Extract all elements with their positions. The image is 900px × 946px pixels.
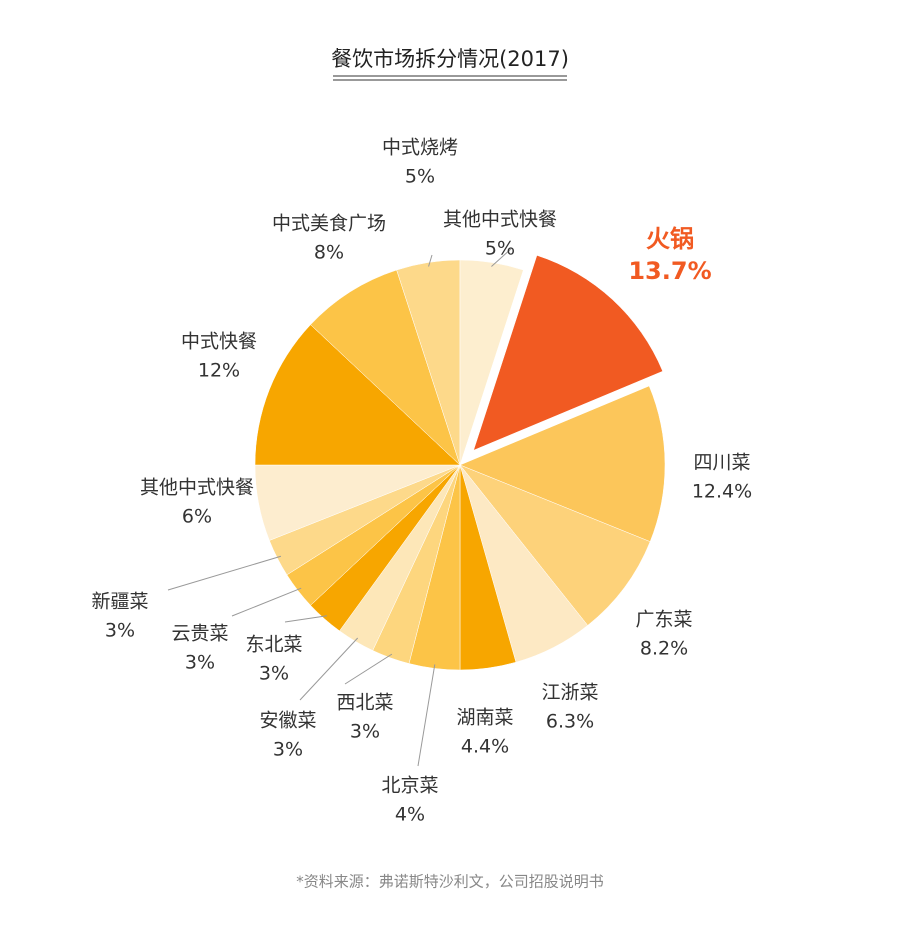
value-label: 5% <box>405 166 435 188</box>
leader-line <box>417 664 436 767</box>
slice-label: 中式烧烤 <box>382 137 458 159</box>
pie-slice <box>310 269 461 466</box>
slice-label: 新疆菜 <box>91 591 148 613</box>
slice-label: 其他中式快餐 <box>443 209 557 231</box>
pie-slice <box>459 385 666 542</box>
value-label: 3% <box>185 652 215 674</box>
slice-label: 中式美食广场 <box>272 213 386 235</box>
value-label: 4% <box>395 804 425 826</box>
value-label: 12% <box>198 360 240 382</box>
slice-label: 云贵菜 <box>171 623 228 645</box>
slice-label: 安徽菜 <box>259 710 316 732</box>
value-label: 3% <box>259 663 289 685</box>
leader-line <box>231 587 302 617</box>
leader-line <box>491 247 513 267</box>
slice-label: 四川菜 <box>693 452 750 474</box>
pie-slice <box>254 324 461 466</box>
source-note: *资料来源：弗诺斯特沙利文，公司招股说明书 <box>296 873 604 891</box>
value-label: 5% <box>485 238 515 260</box>
pie-slice <box>473 255 664 451</box>
slice-label: 东北菜 <box>245 634 302 656</box>
value-label: 4.4% <box>461 736 509 758</box>
value-label: 6.3% <box>546 711 594 733</box>
value-label: 3% <box>350 721 380 743</box>
slice-label: 广东菜 <box>635 609 692 631</box>
value-label: 13.7% <box>628 257 711 285</box>
value-label: 12.4% <box>692 481 752 503</box>
leader-line <box>167 555 282 591</box>
slice-label: 其他中式快餐 <box>140 477 254 499</box>
slice-label: 湖南菜 <box>456 707 513 729</box>
chart-title: 餐饮市场拆分情况(2017) <box>331 47 569 71</box>
leader-line <box>284 615 328 623</box>
value-label: 8.2% <box>640 638 688 660</box>
value-label: 3% <box>273 739 303 761</box>
slice-label: 火锅 <box>646 225 694 253</box>
pie-slice <box>459 259 524 466</box>
value-label: 8% <box>314 242 344 264</box>
leader-line <box>299 637 359 701</box>
slice-label: 江浙菜 <box>541 682 598 704</box>
pie-slice <box>459 464 651 626</box>
leader-line <box>344 653 393 685</box>
value-label: 6% <box>182 506 212 528</box>
slice-label: 西北菜 <box>336 692 393 714</box>
value-label: 3% <box>105 620 135 642</box>
slice-label: 中式快餐 <box>181 331 257 353</box>
leader-line <box>428 254 433 267</box>
slice-label: 北京菜 <box>381 775 438 797</box>
